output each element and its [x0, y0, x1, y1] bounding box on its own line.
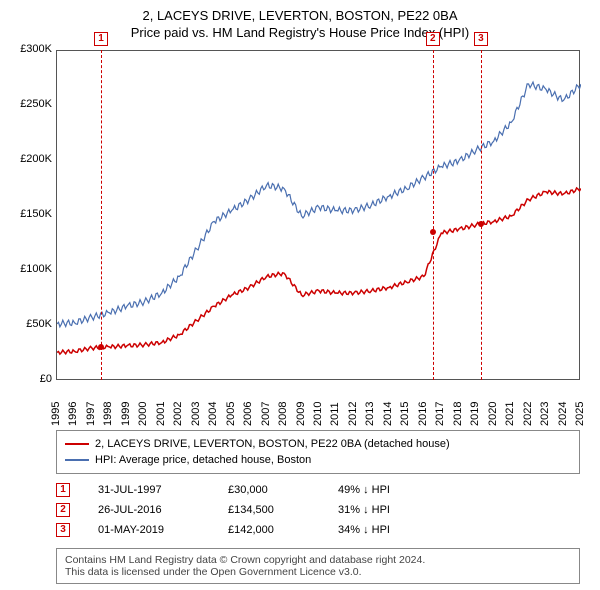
x-tick-label: 2002: [172, 382, 184, 426]
x-tick-label: 1998: [102, 382, 114, 426]
x-tick-label: 2008: [277, 382, 289, 426]
sale-delta: 34% ↓ HPI: [338, 524, 390, 536]
sale-price: £142,000: [228, 524, 318, 536]
chart-container: 2, LACEYS DRIVE, LEVERTON, BOSTON, PE22 …: [0, 0, 600, 590]
chart-area: £0 £50K £100K £150K £200K £250K £300K 1995 1996…: [12, 46, 588, 426]
line-plot-svg: [57, 51, 581, 381]
x-tick-label: 2016: [417, 382, 429, 426]
y-tick-label: £100K: [12, 263, 52, 275]
sale-vline: [433, 50, 434, 380]
x-tick-label: 2009: [295, 382, 307, 426]
x-tick-label: 2011: [329, 382, 341, 426]
sale-vline: [101, 50, 102, 380]
y-tick-label: £150K: [12, 208, 52, 220]
y-tick-label: £250K: [12, 98, 52, 110]
x-tick-label: 2023: [539, 382, 551, 426]
x-tick-label: 2010: [312, 382, 324, 426]
legend-swatch: [65, 443, 89, 445]
sale-marker-badge: 2: [56, 503, 70, 517]
x-tick-label: 2005: [225, 382, 237, 426]
legend-label: HPI: Average price, detached house, Bost…: [95, 454, 311, 466]
x-tick-label: 2015: [399, 382, 411, 426]
sale-date: 01-MAY-2019: [98, 524, 208, 536]
x-tick-label: 1996: [67, 382, 79, 426]
y-tick-label: £300K: [12, 43, 52, 55]
x-tick-label: 2007: [260, 382, 272, 426]
legend: 2, LACEYS DRIVE, LEVERTON, BOSTON, PE22 …: [56, 430, 580, 474]
sale-price: £30,000: [228, 484, 318, 496]
x-tick-label: 2024: [557, 382, 569, 426]
sale-dot: [430, 229, 436, 235]
sale-delta: 49% ↓ HPI: [338, 484, 390, 496]
legend-label: 2, LACEYS DRIVE, LEVERTON, BOSTON, PE22 …: [95, 438, 450, 450]
y-tick-label: £200K: [12, 153, 52, 165]
sale-marker-box: 1: [94, 32, 108, 46]
sale-vline: [481, 50, 482, 380]
y-tick-label: £0: [12, 373, 52, 385]
y-tick-label: £50K: [12, 318, 52, 330]
sale-marker-box: 3: [474, 32, 488, 46]
footer-line1: Contains HM Land Registry data © Crown c…: [65, 554, 571, 566]
x-tick-label: 2022: [522, 382, 534, 426]
x-tick-label: 1997: [85, 382, 97, 426]
x-tick-label: 2004: [207, 382, 219, 426]
sales-row: 2 26-JUL-2016 £134,500 31% ↓ HPI: [56, 500, 580, 520]
x-tick-label: 2006: [242, 382, 254, 426]
x-tick-label: 2020: [487, 382, 499, 426]
x-tick-label: 1995: [50, 382, 62, 426]
legend-row-property: 2, LACEYS DRIVE, LEVERTON, BOSTON, PE22 …: [65, 436, 571, 452]
sale-marker-badge: 1: [56, 483, 70, 497]
x-tick-label: 2013: [364, 382, 376, 426]
sale-dot: [98, 344, 104, 350]
plot-region: [56, 50, 580, 380]
sale-price: £134,500: [228, 504, 318, 516]
x-tick-label: 2014: [382, 382, 394, 426]
x-tick-label: 2021: [504, 382, 516, 426]
legend-swatch: [65, 459, 89, 461]
title-address: 2, LACEYS DRIVE, LEVERTON, BOSTON, PE22 …: [12, 8, 588, 23]
sale-dot: [478, 221, 484, 227]
x-tick-label: 2017: [434, 382, 446, 426]
x-tick-label: 1999: [120, 382, 132, 426]
footer-line2: This data is licensed under the Open Gov…: [65, 566, 571, 578]
sale-marker-box: 2: [426, 32, 440, 46]
sale-marker-badge: 3: [56, 523, 70, 537]
legend-row-hpi: HPI: Average price, detached house, Bost…: [65, 452, 571, 468]
x-tick-label: 2025: [574, 382, 586, 426]
x-tick-label: 2000: [137, 382, 149, 426]
sales-row: 3 01-MAY-2019 £142,000 34% ↓ HPI: [56, 520, 580, 540]
x-tick-label: 2001: [155, 382, 167, 426]
x-tick-label: 2018: [452, 382, 464, 426]
footer-attribution: Contains HM Land Registry data © Crown c…: [56, 548, 580, 584]
x-tick-label: 2003: [190, 382, 202, 426]
sale-delta: 31% ↓ HPI: [338, 504, 390, 516]
sales-row: 1 31-JUL-1997 £30,000 49% ↓ HPI: [56, 480, 580, 500]
sale-date: 31-JUL-1997: [98, 484, 208, 496]
sale-date: 26-JUL-2016: [98, 504, 208, 516]
x-tick-label: 2019: [469, 382, 481, 426]
x-tick-label: 2012: [347, 382, 359, 426]
sales-table: 1 31-JUL-1997 £30,000 49% ↓ HPI 2 26-JUL…: [56, 480, 580, 540]
